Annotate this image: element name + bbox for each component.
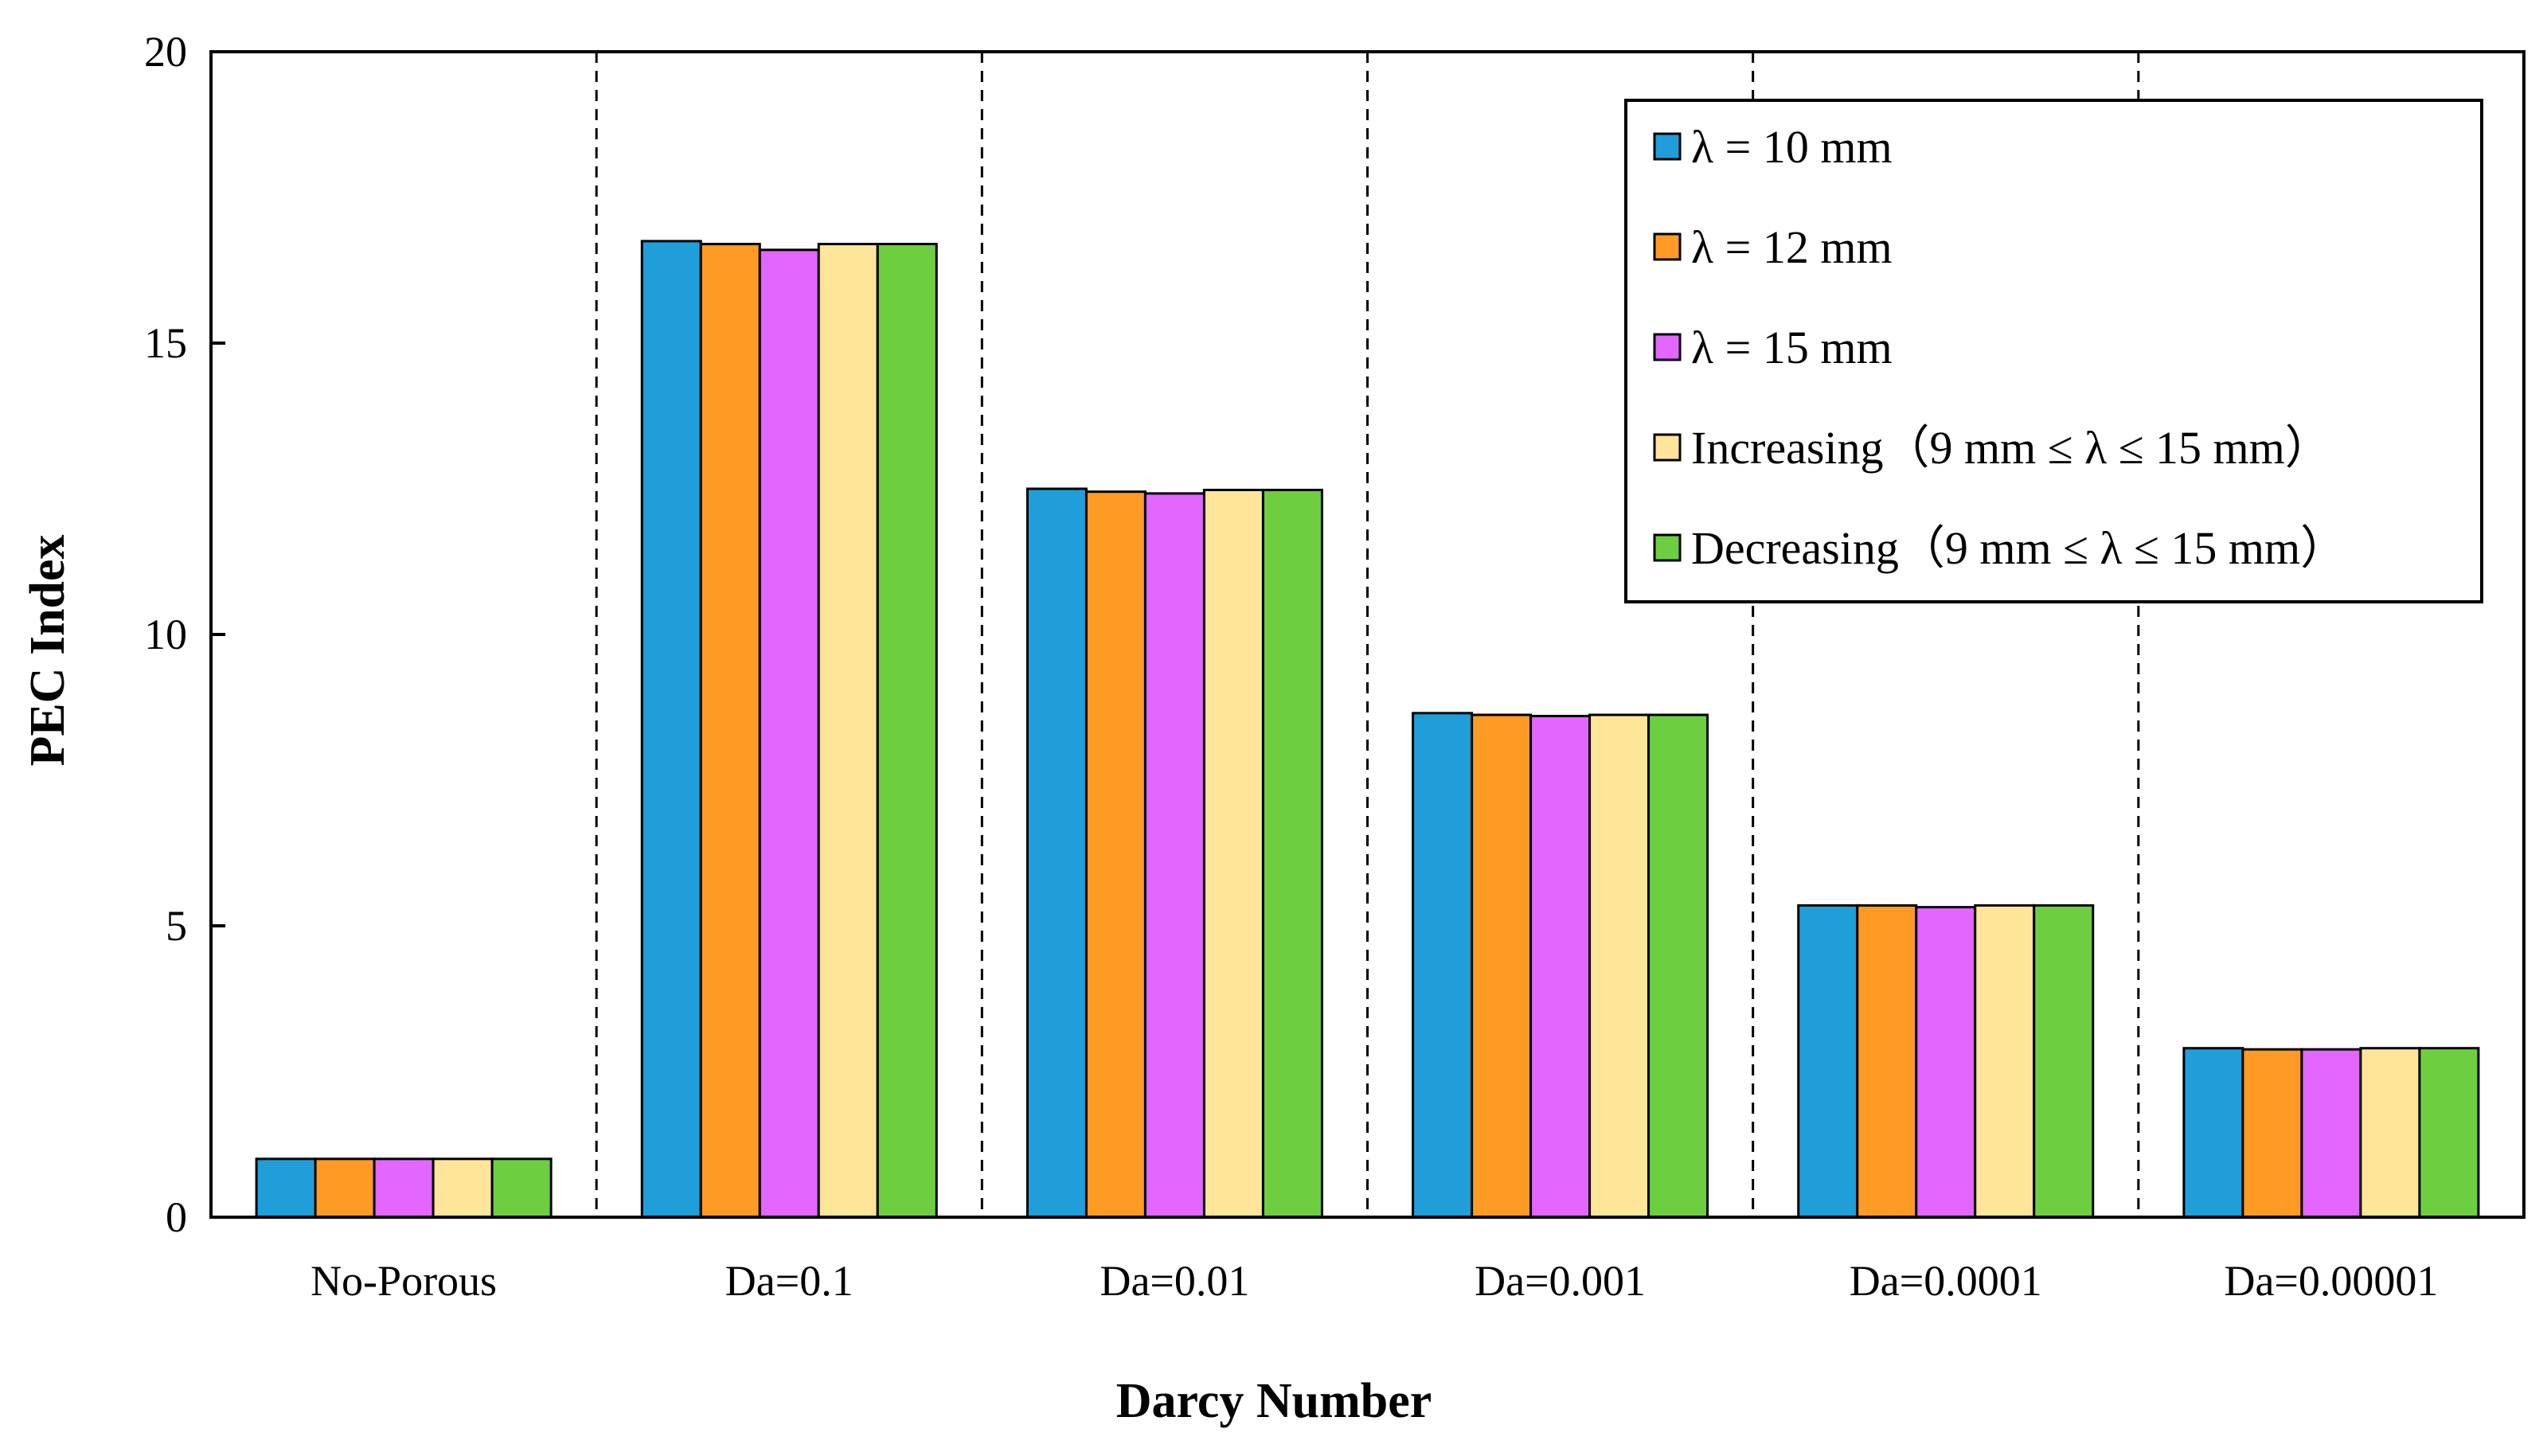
bar — [373, 1157, 435, 1219]
x-category-label: Da=0.01 — [1100, 1257, 1249, 1305]
y-tick-label: 20 — [144, 28, 187, 76]
x-category-label: Da=0.00001 — [2224, 1257, 2438, 1305]
legend-label: λ = 12 mm — [1691, 221, 1893, 273]
bar — [490, 1157, 553, 1219]
bar — [1084, 490, 1147, 1219]
y-tick-label: 15 — [144, 319, 187, 367]
bar — [1025, 487, 1088, 1219]
legend-swatch — [1653, 232, 1682, 261]
bar — [255, 1157, 317, 1219]
legend-swatch — [1653, 333, 1682, 361]
legend-label: λ = 15 mm — [1691, 322, 1893, 373]
bar — [817, 243, 879, 1219]
bar — [1647, 713, 1709, 1219]
y-tick-label: 5 — [166, 902, 187, 950]
legend-label: Decreasing（9 mm ≤ λ ≤ 15 mm） — [1691, 522, 2346, 574]
legend-box — [1624, 99, 2483, 603]
bar — [1529, 714, 1592, 1219]
bar — [1143, 492, 1205, 1219]
legend-swatch — [1653, 433, 1682, 462]
bar — [1261, 488, 1323, 1219]
legend-swatch — [1653, 533, 1682, 562]
bar — [1202, 488, 1264, 1219]
x-axis-category-labels: No-Porous Da=0.1 Da=0.01 Da=0.001 Da=0.0001 D… — [311, 1257, 2438, 1305]
x-category-label: Da=0.1 — [725, 1257, 854, 1305]
bars — [255, 240, 2480, 1219]
bar — [2300, 1048, 2362, 1219]
y-tick-label: 0 — [166, 1193, 187, 1241]
bar — [1915, 906, 1977, 1219]
y-tick-label: 10 — [144, 611, 187, 658]
x-category-label: Da=0.0001 — [1850, 1257, 2042, 1305]
bar — [1856, 904, 1918, 1219]
bar — [2182, 1047, 2244, 1219]
x-axis-title: Darcy Number — [1116, 1374, 1432, 1428]
legend: λ = 10 mm λ = 12 mm λ = 15 mm Increasing（9 … — [1624, 99, 2483, 603]
bar — [1412, 712, 1474, 1219]
bar — [640, 240, 702, 1219]
bar — [1797, 904, 1859, 1219]
bar — [2241, 1048, 2303, 1219]
bar — [2359, 1047, 2421, 1219]
bar — [2033, 904, 2095, 1219]
legend-label: λ = 10 mm — [1691, 121, 1893, 173]
bar — [699, 243, 761, 1219]
bar — [432, 1157, 494, 1219]
bar — [1588, 713, 1650, 1219]
y-axis-ticks: 0 5 10 15 20 — [144, 28, 225, 1241]
x-category-label: Da=0.001 — [1475, 1257, 1646, 1305]
bar — [876, 243, 938, 1219]
bar — [1974, 904, 2036, 1219]
bar — [758, 248, 820, 1219]
bar — [1471, 713, 1533, 1219]
legend-swatch — [1653, 132, 1682, 161]
x-category-label: No-Porous — [311, 1257, 497, 1305]
legend-label: Increasing（9 mm ≤ λ ≤ 15 mm） — [1691, 422, 2331, 474]
bar — [314, 1157, 376, 1219]
bar — [2418, 1047, 2480, 1219]
y-axis-title: PEC Index — [21, 534, 75, 766]
